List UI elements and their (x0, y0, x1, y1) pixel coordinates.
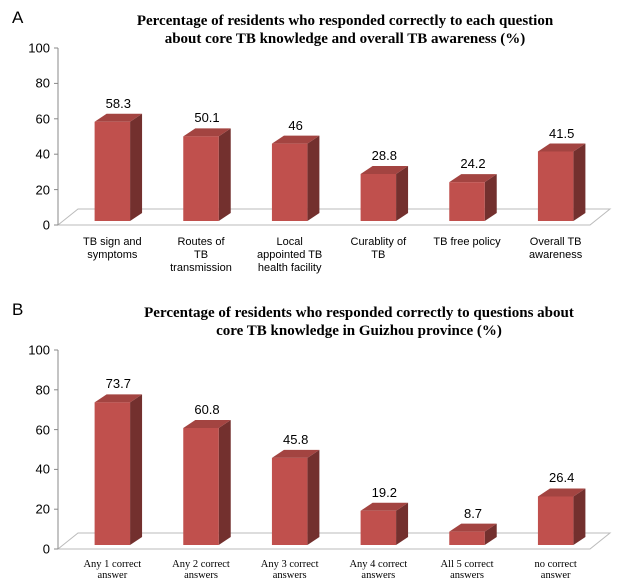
x-tick-label: Any 2 correct answers (172, 559, 230, 581)
x-tick-label: Any 4 correct answers (349, 559, 408, 581)
y-tick-label: 60 (35, 422, 50, 438)
bar (183, 128, 231, 221)
bar-top (360, 502, 409, 511)
bar-front (183, 428, 219, 545)
value-label: 26.4 (549, 470, 575, 486)
bar-side (307, 135, 320, 221)
bar-top (537, 143, 586, 152)
bar-front (360, 174, 397, 221)
value-label: 19.2 (371, 484, 397, 500)
y-tick-label: 0 (42, 217, 50, 233)
x-tick-label: Local appointed TB health facility (257, 236, 323, 274)
bar-top (271, 135, 320, 144)
bar (360, 502, 409, 545)
bar-side (218, 420, 231, 545)
bar-side (218, 128, 231, 221)
value-label: 8.7 (463, 505, 483, 521)
value-label: 50.1 (194, 110, 220, 126)
bar-side (484, 174, 497, 221)
y-tick-label: 100 (28, 40, 50, 56)
bar-top (271, 449, 320, 458)
y-tick-label: 0 (42, 541, 50, 557)
bar-top (94, 394, 143, 403)
bar-side (573, 143, 586, 221)
x-tick-label: Routes of TB transmission (170, 236, 232, 274)
bar (271, 135, 320, 221)
bar-top (360, 166, 409, 175)
value-label: 58.3 (105, 95, 131, 111)
bar-top (183, 128, 231, 137)
y-tick-label: 60 (35, 111, 50, 127)
bar (537, 488, 586, 545)
value-label: 46 (288, 117, 303, 133)
bar-front (94, 121, 131, 221)
x-tick-label: Overall TB awareness (529, 236, 583, 261)
bar-front (360, 510, 397, 545)
value-label: 60.8 (194, 402, 220, 417)
x-tick-label: no correct answer (534, 559, 577, 581)
bar-front (271, 143, 308, 221)
bar-side (130, 113, 143, 221)
x-tick-label: All 5 correct answers (440, 559, 494, 581)
bar-side (130, 394, 143, 545)
bar-front (94, 402, 131, 545)
bar-top (449, 174, 497, 183)
value-label: 28.8 (371, 148, 397, 164)
y-tick-label: 20 (35, 501, 50, 517)
bar-top (94, 113, 143, 122)
chart-title: Percentage of residents who responded co… (144, 305, 574, 339)
bar-front (537, 151, 574, 221)
bar-front (271, 457, 308, 545)
bar (449, 174, 497, 221)
x-tick-label: Any 3 correct answers (260, 559, 319, 581)
x-tick-label: Curablity of TB (350, 236, 407, 261)
bar-top (183, 420, 231, 429)
bar (183, 420, 231, 545)
bar-side (484, 523, 497, 545)
bar-front (183, 136, 219, 221)
bar-front (537, 496, 574, 545)
bar-top (449, 523, 497, 532)
value-label: 45.8 (283, 431, 309, 447)
bar (94, 113, 143, 221)
value-label: 24.2 (460, 156, 486, 172)
panel-label: B (12, 300, 24, 319)
value-label: 73.7 (105, 376, 131, 392)
bar-side (307, 449, 320, 545)
bar (537, 143, 586, 221)
bar (94, 394, 143, 545)
bar (360, 166, 409, 221)
bar (449, 523, 497, 545)
y-tick-label: 80 (35, 382, 50, 398)
bar-front (449, 182, 485, 221)
value-label: 41.5 (549, 125, 575, 141)
chart-title: Percentage of residents who responded co… (136, 13, 554, 47)
bar-top (537, 488, 586, 497)
bar-side (396, 502, 409, 545)
bar-side (396, 166, 409, 221)
x-tick-label: TB sign and symptoms (82, 236, 142, 261)
bar-side (573, 488, 586, 545)
bar-front (449, 531, 485, 545)
x-tick-label: Any 1 correct answer (83, 559, 142, 581)
y-tick-label: 40 (35, 146, 50, 162)
x-tick-label: TB free policy (433, 236, 501, 248)
bar (271, 449, 320, 545)
y-tick-label: 80 (35, 75, 50, 91)
y-tick-label: 40 (35, 461, 50, 477)
y-tick-label: 20 (35, 182, 50, 198)
y-tick-label: 100 (28, 342, 50, 358)
panel-label: A (12, 8, 24, 27)
